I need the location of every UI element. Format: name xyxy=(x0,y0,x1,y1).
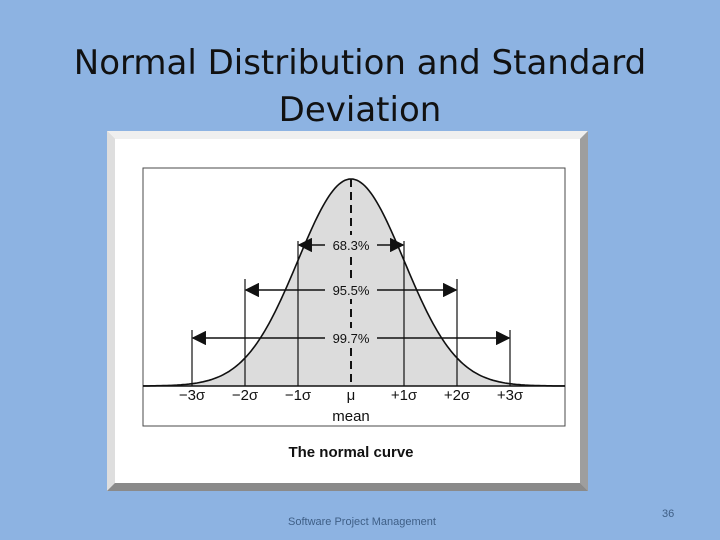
normal-curve-diagram: 68.3% 95.5% 99.7% −3σ −2σ −1σ μ +1σ +2σ +3σ mean… xyxy=(107,131,588,491)
axis-tick-label: μ xyxy=(347,387,356,404)
axis-tick-label: +1σ xyxy=(391,387,418,404)
normal-curve-figure: 68.3% 95.5% 99.7% −3σ −2σ −1σ μ +1σ +2σ +3σ mean… xyxy=(107,131,588,491)
axis-tick-label: +2σ xyxy=(444,387,471,404)
footer-text: Software Project Management xyxy=(288,516,436,528)
title-line-2: Deviation xyxy=(278,90,442,130)
axis-tick-label: −2σ xyxy=(232,387,259,404)
range-label-bg xyxy=(327,280,375,299)
frame-bevel-top xyxy=(107,131,588,139)
axis-tick-label: −1σ xyxy=(285,387,312,404)
slide-title: Normal Distribution and Standard Deviati… xyxy=(40,40,680,134)
page-number: 36 xyxy=(662,508,675,520)
axis-tick-label: +3σ xyxy=(497,387,524,404)
range-label: 99.7% xyxy=(333,331,370,346)
range-label-bg xyxy=(327,328,375,347)
figure-caption: The normal curve xyxy=(288,444,413,461)
mean-label: mean xyxy=(332,408,370,425)
range-label: 68.3% xyxy=(333,238,370,253)
axis-tick-label: −3σ xyxy=(179,387,206,404)
frame-bevel-left xyxy=(107,131,115,491)
range-label: 95.5% xyxy=(333,283,370,298)
frame-bevel-bottom xyxy=(107,483,588,491)
title-line-1: Normal Distribution and Standard xyxy=(73,43,647,83)
frame-bevel-right xyxy=(580,131,588,491)
range-label-bg xyxy=(327,235,375,254)
normal-curve xyxy=(143,178,565,387)
